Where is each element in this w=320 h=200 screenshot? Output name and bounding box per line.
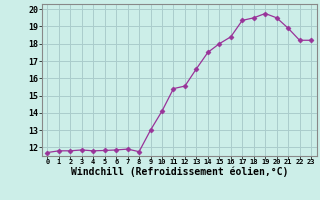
X-axis label: Windchill (Refroidissement éolien,°C): Windchill (Refroidissement éolien,°C) xyxy=(70,166,288,177)
